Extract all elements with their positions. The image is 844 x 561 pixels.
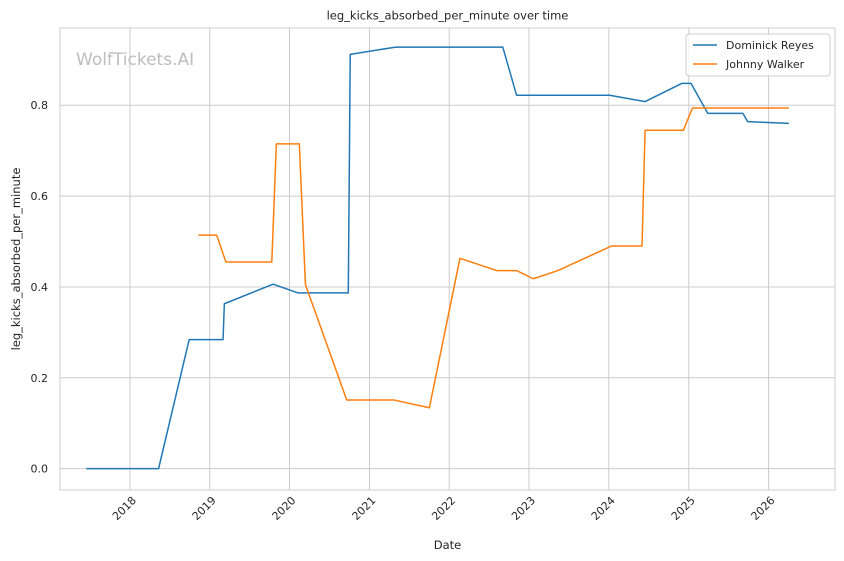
x-tick-label: 2021 xyxy=(350,494,379,523)
legend: Dominick Reyes Johnny Walker xyxy=(685,33,831,77)
y-tick-label: 0.4 xyxy=(31,281,49,294)
series-line-dominick-reyes xyxy=(86,46,789,470)
x-tick-label: 2019 xyxy=(190,494,219,523)
y-tick-label: 0.8 xyxy=(31,99,49,112)
series-line-johnny-walker xyxy=(198,107,789,409)
legend-label-johnny-walker: Johnny Walker xyxy=(725,58,805,71)
x-tick-label: 2022 xyxy=(429,494,458,523)
y-tick-label: 0.2 xyxy=(31,372,49,385)
x-tick-label: 2026 xyxy=(749,494,778,523)
series-layer xyxy=(86,46,789,470)
x-tick-label: 2023 xyxy=(509,494,538,523)
grid xyxy=(60,28,835,490)
x-tick-label: 2025 xyxy=(669,494,698,523)
x-tick-label: 2024 xyxy=(589,494,618,523)
plot-area-border xyxy=(59,27,836,491)
x-tick-label: 2020 xyxy=(270,494,299,523)
legend-box xyxy=(685,33,831,77)
chart-title: leg_kicks_absorbed_per_minute over time xyxy=(327,9,569,23)
tick-labels: 2018 2019 2020 2021 2022 2023 2024 2025 2026 0.0 0… xyxy=(31,99,778,523)
legend-label-dominick-reyes: Dominick Reyes xyxy=(726,39,814,52)
x-axis-title: Date xyxy=(434,538,462,552)
y-tick-label: 0.0 xyxy=(31,463,49,476)
y-tick-label: 0.6 xyxy=(31,190,49,203)
watermark: WolfTickets.AI xyxy=(76,50,194,70)
y-axis-title: leg_kicks_absorbed_per_minute xyxy=(9,168,23,351)
x-tick-label: 2018 xyxy=(110,494,139,523)
